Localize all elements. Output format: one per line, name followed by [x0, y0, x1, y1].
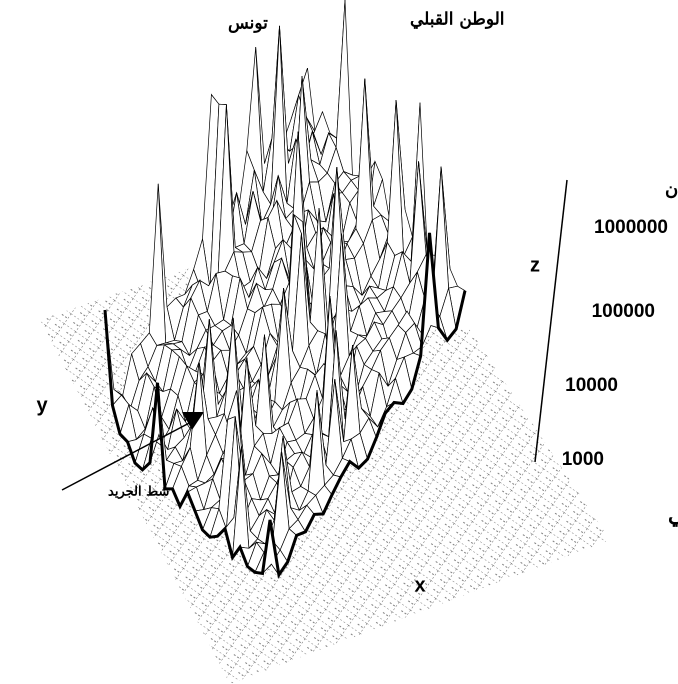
z-tick-label: 1000 [562, 449, 604, 470]
surface-cell [335, 0, 353, 176]
x-axis-label: x [414, 574, 425, 596]
z-tick-label: 100000 [592, 301, 655, 322]
label-chott: شط الجريد [108, 485, 169, 500]
z-tick-label: 1000000 [594, 217, 668, 238]
z-axis-title: عدد السكان [665, 179, 678, 200]
z-axis-label: z [530, 254, 540, 276]
z-axis-line [534, 179, 568, 463]
pointer-marker [182, 412, 204, 430]
z-tick-label: 10000 [565, 375, 618, 396]
label-cap-bon: الوطن القبلي [410, 10, 505, 30]
pointer-line [61, 419, 196, 491]
label-tunis: تونس [228, 14, 268, 34]
surface-edge [103, 232, 467, 579]
surface [103, 0, 467, 579]
scale-note: تدرج لوغاريتمي [668, 502, 678, 528]
y-axis-label: y [36, 394, 48, 416]
